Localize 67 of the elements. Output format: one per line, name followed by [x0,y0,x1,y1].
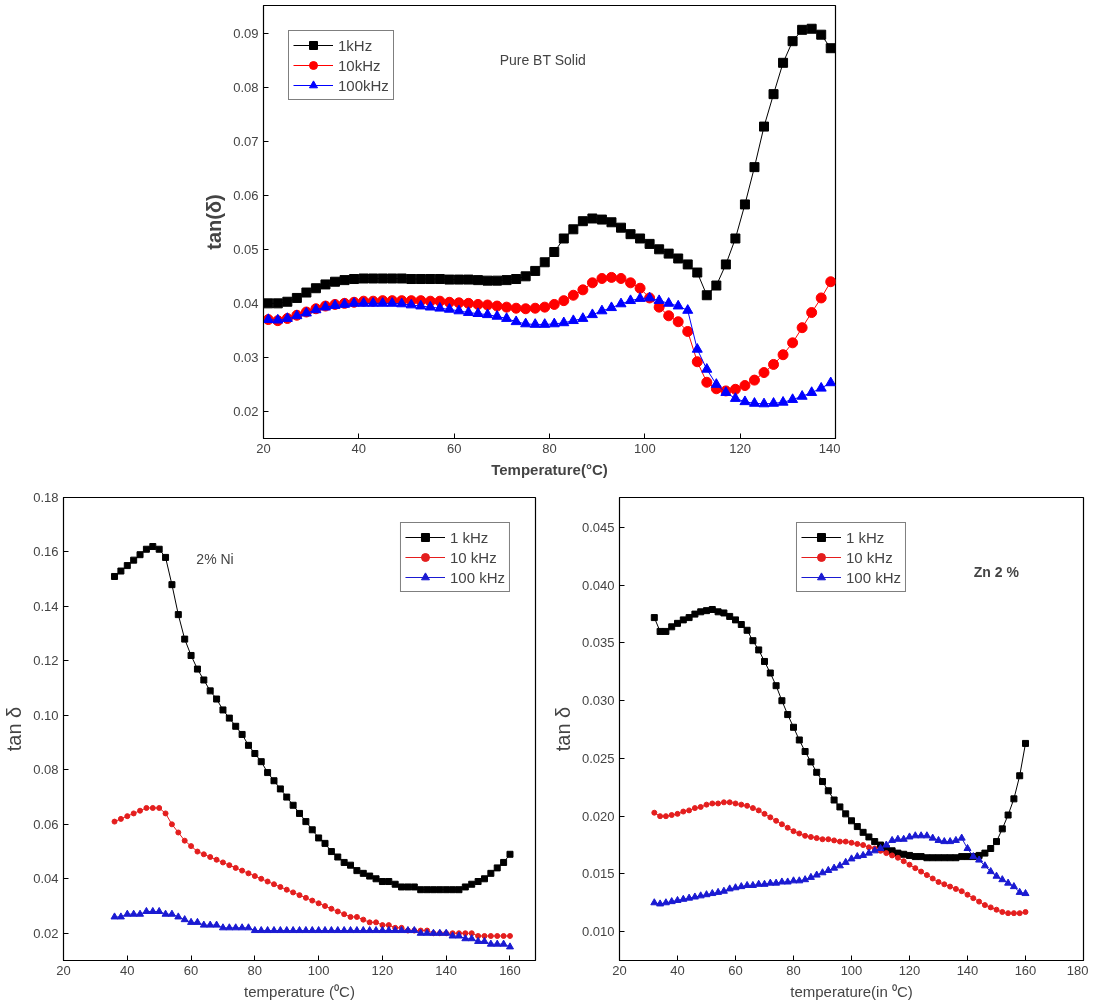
x-tick-label: 40 [670,962,685,978]
y-tick-label: 0.045 [581,520,615,536]
legend-label: 10 kHz [449,548,497,566]
x-tick-label: 40 [351,440,367,456]
y-axis-title: tan δ [3,706,26,752]
x-tick-label: 40 [120,962,135,978]
x-tick-label: 140 [435,962,458,978]
x-tick-label: 60 [183,962,199,978]
y-tick-label: 0.04 [233,295,259,311]
legend-label: 1kHz [338,36,373,54]
x-tick-label: 140 [818,440,841,456]
x-tick-label: 120 [729,440,752,456]
x-tick-label: 100 [633,440,656,456]
x-tick-label: 180 [1066,962,1089,978]
x-tick-label: 140 [956,962,979,978]
y-axis-title: tan δ [551,706,574,752]
y-tick-label: 0.18 [33,490,59,505]
y-tick-label: 0.09 [233,25,259,41]
y-tick-label: 0.02 [233,403,259,419]
y-tick-label: 0.020 [581,808,615,824]
x-tick-label: 80 [786,962,801,978]
y-tick-label: 0.08 [233,79,259,95]
annotation: Zn 2 % [973,563,1020,580]
x-tick-label: 80 [247,962,263,978]
annotation: Pure BT Solid [499,51,586,68]
annotation: 2% Ni [196,550,234,567]
x-axis-title: temperature(in ⁰C) [790,982,913,1000]
legend-label: 100kHz [338,76,389,94]
y-tick-label: 0.05 [233,241,259,257]
y-tick-label: 0.035 [581,635,615,651]
y-tick-label: 0.04 [33,871,59,887]
x-tick-label: 160 [1014,962,1037,978]
y-tick-label: 0.06 [33,816,59,832]
y-tick-label: 0.07 [233,133,259,149]
x-tick-label: 20 [256,440,271,456]
y-axis-title: tan(δ) [203,194,226,250]
legend-label: 10 kHz [845,548,893,566]
y-tick-label: 0.08 [33,762,59,778]
y-tick-label: 0.14 [33,598,59,614]
y-tick-label: 0.16 [33,544,59,560]
x-tick-label: 20 [56,962,71,978]
x-tick-label: 60 [728,962,743,978]
legend-label: 1 kHz [845,528,885,546]
x-tick-label: 60 [446,440,462,456]
x-tick-label: 80 [542,440,557,456]
x-tick-label: 120 [371,962,394,978]
y-tick-label: 0.02 [33,925,59,941]
legend-label: 100 kHz [845,568,902,586]
y-tick-label: 0.040 [581,577,615,593]
legend-label: 10kHz [338,56,381,74]
y-tick-label: 0.10 [33,707,59,723]
legend-label: 1 kHz [449,528,489,546]
y-tick-label: 0.03 [233,349,259,365]
y-tick-label: 0.025 [581,750,615,766]
y-tick-label: 0.12 [33,653,59,669]
x-tick-label: 100 [840,962,863,978]
y-tick-label: 0.010 [581,924,615,940]
x-tick-label: 20 [612,962,627,978]
x-axis-title: Temperature(°C) [491,460,608,478]
x-tick-label: 100 [307,962,330,978]
y-tick-label: 0.015 [581,866,615,882]
y-tick-label: 0.030 [581,693,615,709]
legend-label: 100 kHz [449,568,505,586]
x-axis-title: temperature (⁰C) [244,982,355,1000]
x-tick-label: 120 [898,962,921,978]
y-tick-label: 0.06 [233,187,259,203]
x-tick-label: 160 [499,962,521,978]
